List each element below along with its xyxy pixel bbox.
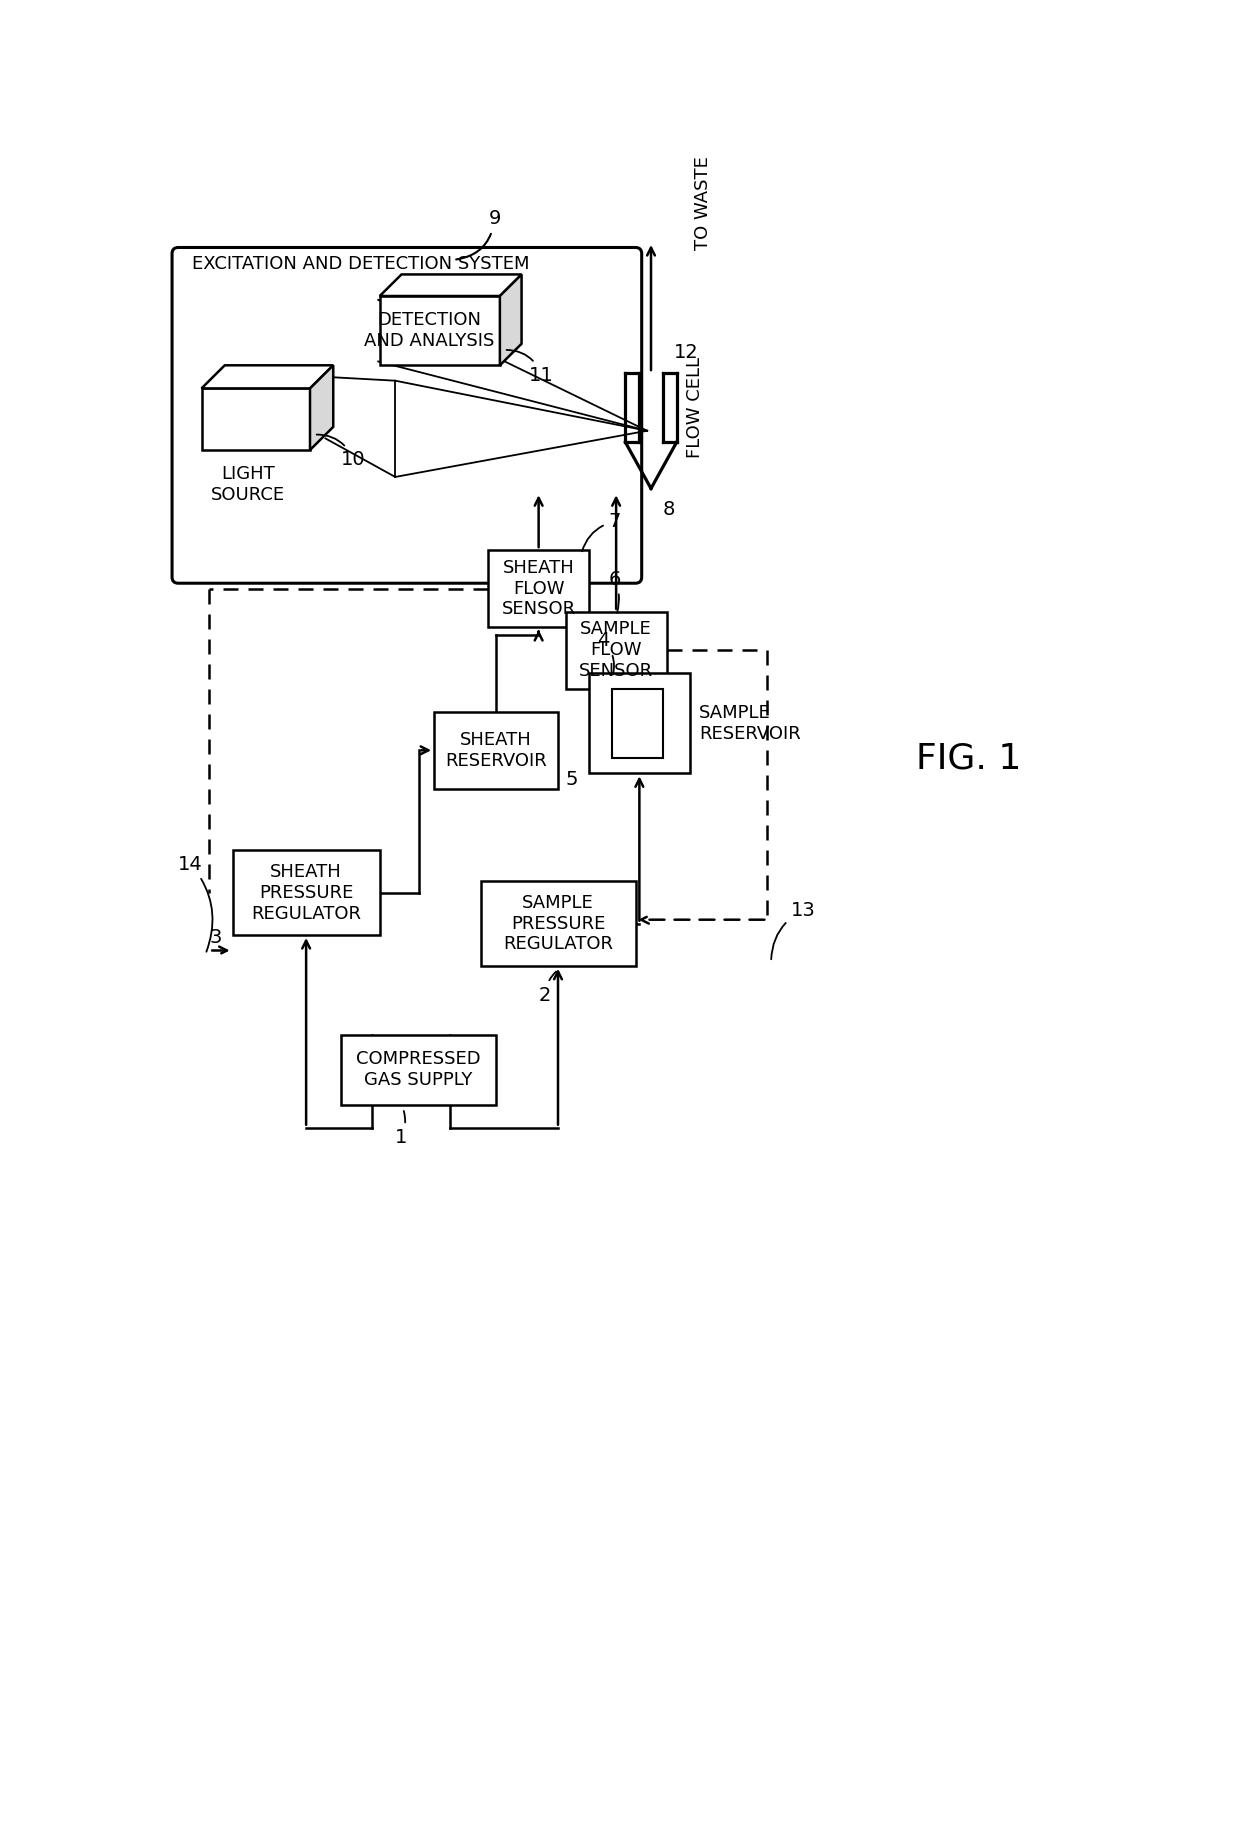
Text: 13: 13: [771, 902, 815, 960]
Text: 5: 5: [565, 770, 578, 788]
Text: 11: 11: [506, 350, 554, 385]
Text: 8: 8: [662, 500, 675, 520]
Text: SAMPLE
RESERVOIR: SAMPLE RESERVOIR: [699, 704, 801, 743]
Polygon shape: [201, 389, 310, 451]
Text: 10: 10: [316, 434, 366, 469]
Text: 4: 4: [596, 631, 614, 675]
Polygon shape: [500, 274, 522, 365]
Polygon shape: [310, 365, 334, 451]
Bar: [613, 688, 662, 757]
Text: 3: 3: [210, 927, 222, 947]
Bar: [341, 1035, 496, 1104]
Text: SAMPLE
PRESSURE
REGULATOR: SAMPLE PRESSURE REGULATOR: [503, 894, 613, 953]
Polygon shape: [201, 365, 334, 389]
Text: 1: 1: [396, 1111, 408, 1146]
Bar: [489, 549, 589, 628]
Text: 9: 9: [456, 210, 501, 259]
Text: 12: 12: [675, 343, 699, 361]
Text: 7: 7: [582, 513, 621, 551]
Bar: [434, 712, 558, 788]
Text: 6: 6: [609, 569, 621, 613]
Polygon shape: [379, 274, 522, 296]
Text: SAMPLE
FLOW
SENSOR: SAMPLE FLOW SENSOR: [579, 620, 653, 681]
Text: FLOW CELL: FLOW CELL: [686, 358, 704, 458]
Text: TO WASTE: TO WASTE: [693, 155, 712, 250]
Text: COMPRESSED
GAS SUPPLY: COMPRESSED GAS SUPPLY: [356, 1051, 481, 1090]
Text: EXCITATION AND DETECTION SYSTEM: EXCITATION AND DETECTION SYSTEM: [192, 256, 529, 274]
Text: 2: 2: [538, 971, 556, 1004]
Text: FIG. 1: FIG. 1: [916, 741, 1022, 776]
Bar: [565, 611, 667, 688]
Text: LIGHT
SOURCE: LIGHT SOURCE: [211, 465, 285, 504]
Text: SHEATH
RESERVOIR: SHEATH RESERVOIR: [445, 730, 547, 770]
Bar: [481, 881, 635, 965]
Bar: [233, 850, 379, 934]
Bar: [589, 673, 689, 774]
Text: DETECTION
AND ANALYSIS: DETECTION AND ANALYSIS: [363, 312, 495, 350]
Polygon shape: [379, 296, 500, 365]
Text: SHEATH
PRESSURE
REGULATOR: SHEATH PRESSURE REGULATOR: [252, 863, 361, 923]
Text: SHEATH
FLOW
SENSOR: SHEATH FLOW SENSOR: [501, 558, 575, 619]
FancyBboxPatch shape: [172, 248, 642, 584]
Text: 14: 14: [179, 854, 212, 953]
